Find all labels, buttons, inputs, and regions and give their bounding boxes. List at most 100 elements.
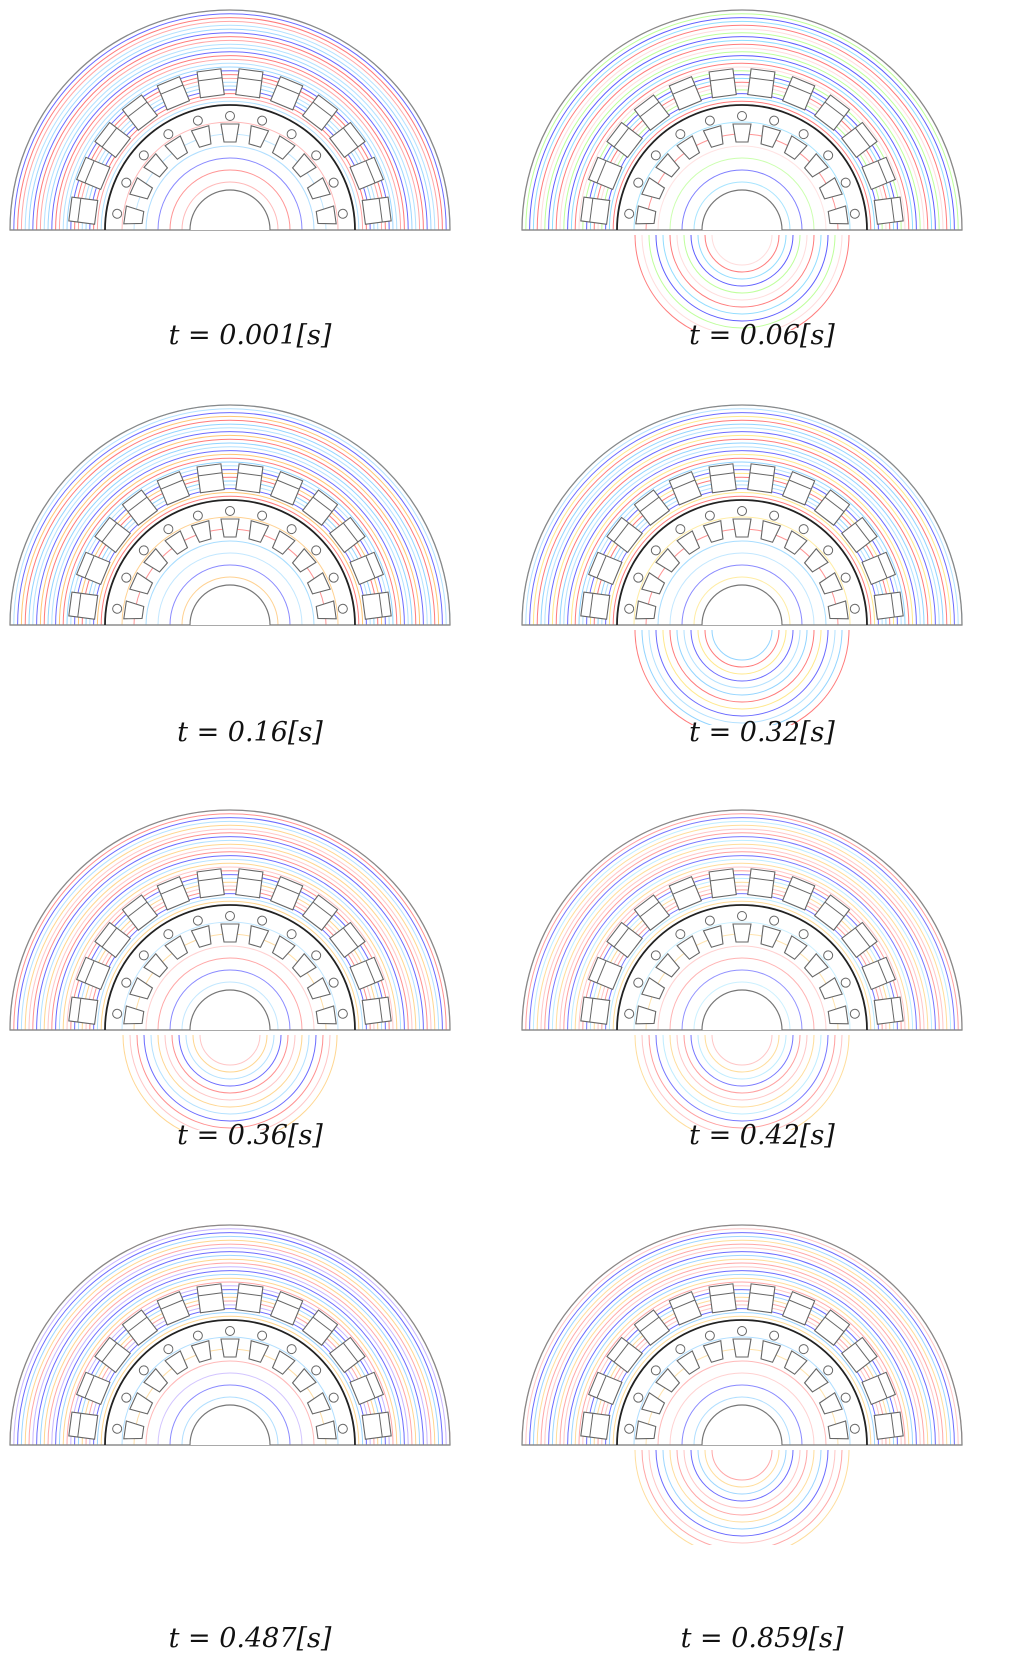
flux-line	[608, 96, 876, 231]
lower-flux-line	[676, 234, 808, 301]
rotor-bar	[138, 950, 169, 978]
bar-top	[311, 950, 322, 961]
slot-divider	[276, 884, 300, 895]
slot-body	[349, 156, 385, 191]
slot-body	[329, 121, 366, 159]
slot-divider	[890, 593, 895, 618]
motor-field-panel: t = 0.487[s]	[0, 1215, 500, 1654]
bar-top	[849, 208, 860, 219]
slot-body	[75, 156, 111, 191]
stator-slot	[329, 516, 366, 554]
slot-divider	[101, 522, 118, 543]
bar-top	[121, 1392, 132, 1403]
slot-body	[301, 1309, 339, 1346]
bar-top	[650, 950, 661, 961]
flux-line	[24, 24, 436, 231]
bar-body	[803, 952, 829, 978]
bar-body	[732, 123, 752, 143]
stator-slot	[196, 68, 225, 99]
flux-line	[32, 832, 428, 1031]
slot-body	[633, 94, 671, 131]
lower-flux-line	[122, 1034, 338, 1130]
bar-body	[271, 1350, 296, 1375]
slot-divider	[77, 998, 82, 1023]
slot-body	[235, 68, 264, 99]
bar-body	[702, 1340, 724, 1363]
slot-body	[587, 156, 623, 191]
motor-cross-section	[521, 809, 963, 1130]
bar-top	[311, 150, 322, 161]
bar-body	[315, 205, 337, 225]
slot-body	[94, 121, 131, 159]
flux-line	[612, 100, 872, 231]
bar-body	[641, 176, 666, 200]
stator-slot	[813, 1309, 851, 1346]
bar-top	[823, 950, 834, 961]
bar-top	[192, 115, 203, 126]
stator-slot	[269, 875, 304, 911]
bar-body	[129, 176, 154, 200]
bar-top	[121, 177, 132, 188]
motor-field-panel: t = 0.32[s]	[512, 395, 1012, 795]
bar-body	[190, 1340, 212, 1363]
stator-slot	[873, 1411, 904, 1440]
flux-line	[77, 77, 383, 231]
rotor-bar	[138, 545, 169, 573]
stator-slot	[813, 489, 851, 526]
flux-line	[593, 1296, 891, 1446]
rotor-bar	[650, 545, 681, 573]
bar-body	[248, 520, 270, 543]
shaft	[189, 189, 271, 231]
flux-line	[28, 1243, 432, 1446]
shaft	[701, 584, 783, 626]
lower-flux-line	[164, 1034, 296, 1101]
bar-body	[271, 530, 296, 555]
bar-body	[190, 925, 212, 948]
stator-slot	[269, 75, 304, 111]
rotor-bar	[163, 929, 189, 960]
slot-divider	[672, 1299, 696, 1310]
flux-line	[51, 1266, 409, 1446]
slot-divider	[890, 998, 895, 1023]
bar-top	[849, 1008, 860, 1019]
flux-line	[74, 469, 386, 626]
slot-divider	[613, 522, 630, 543]
rotor-bar	[827, 1420, 860, 1440]
lower-flux-line	[178, 1034, 282, 1087]
bar-top	[675, 524, 686, 535]
bar-body	[702, 125, 724, 148]
flux-line	[51, 446, 409, 626]
slot-divider	[877, 1375, 888, 1399]
flux-line	[582, 465, 902, 626]
slot-divider	[824, 901, 845, 918]
bar-top	[138, 950, 149, 961]
slot-body	[580, 196, 611, 225]
rotor-bar	[818, 1391, 851, 1415]
rotor-bar	[190, 915, 212, 948]
flux-line	[169, 564, 291, 626]
flux-line	[633, 516, 851, 626]
rotor-bar	[163, 524, 189, 555]
stator-slot	[781, 875, 816, 911]
flux-line	[578, 66, 906, 231]
flux-line	[169, 969, 291, 1031]
stator-slot	[121, 1309, 159, 1346]
slot-body	[269, 470, 304, 506]
bar-body	[818, 1391, 843, 1415]
flux-line	[589, 77, 895, 231]
bar-top	[823, 545, 834, 556]
flux-line	[77, 877, 383, 1031]
stator-slot	[121, 94, 159, 131]
flux-line	[51, 851, 409, 1031]
slot-divider	[824, 1316, 845, 1333]
bar-top	[138, 1365, 149, 1376]
slot-divider	[312, 101, 333, 118]
rotor-bar	[315, 600, 348, 620]
flux-line	[559, 47, 925, 231]
flux-line	[66, 66, 394, 231]
flux-line	[28, 828, 432, 1031]
slot-body	[747, 68, 776, 99]
flux-line	[13, 408, 447, 626]
slot-divider	[198, 472, 223, 477]
slot-body	[708, 1283, 737, 1314]
